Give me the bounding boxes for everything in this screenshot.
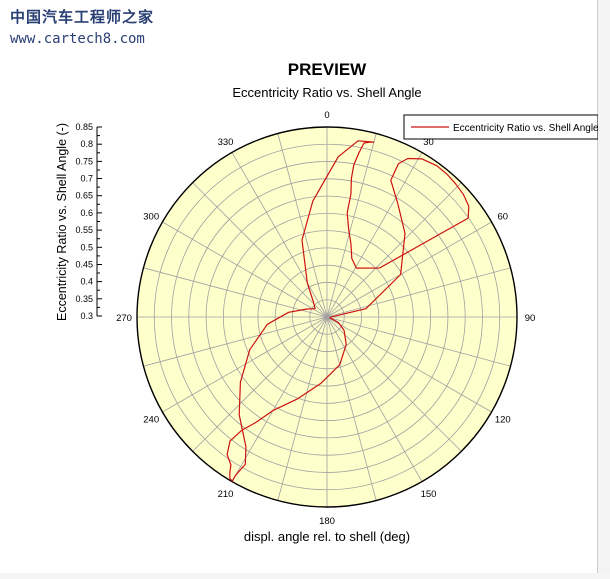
plot-outer-ring bbox=[136, 126, 518, 508]
watermark-url: www.cartech8.com bbox=[10, 31, 145, 47]
series-line bbox=[226, 140, 470, 482]
window-right-edge bbox=[597, 0, 610, 579]
polar-chart: PREVIEW Eccentricity Ratio vs. Shell Ang… bbox=[55, 60, 598, 544]
grid-spoke bbox=[192, 316, 328, 452]
preview-label: PREVIEW bbox=[288, 60, 367, 79]
polar-grid: 0 30 60 90 120 150 180 210 240 270 300 330 bbox=[116, 110, 535, 527]
grid-spoke bbox=[326, 316, 511, 367]
grid-spoke bbox=[231, 316, 328, 482]
grid-spoke bbox=[326, 316, 423, 482]
angular-tick-label: 150 bbox=[421, 489, 437, 500]
radial-tick-label: 0.85 bbox=[75, 122, 93, 132]
chart-title: Eccentricity Ratio vs. Shell Angle bbox=[232, 85, 421, 100]
angular-tick-label: 330 bbox=[218, 137, 234, 148]
grid-spoke bbox=[231, 152, 328, 318]
angular-tick-label: 300 bbox=[143, 212, 159, 223]
watermark-title: 中国汽车工程师之家 bbox=[10, 8, 155, 26]
grid-spoke bbox=[326, 133, 377, 318]
legend-entry: Eccentricity Ratio vs. Shell Angle bbox=[453, 123, 598, 134]
legend: Eccentricity Ratio vs. Shell Angle bbox=[403, 114, 598, 140]
angular-tick-label: 30 bbox=[423, 137, 434, 148]
grid-spoke bbox=[326, 182, 462, 318]
angular-tick-label: 270 bbox=[116, 313, 132, 324]
angular-tick-label: 0 bbox=[324, 110, 329, 121]
window-bottom-edge bbox=[0, 573, 610, 579]
grid-spoke bbox=[326, 221, 492, 318]
angular-tick-label: 120 bbox=[495, 415, 511, 426]
series-layer bbox=[226, 140, 470, 482]
angular-tick-label: 90 bbox=[525, 313, 536, 324]
radial-tick-label: 0.4 bbox=[80, 277, 93, 287]
radial-axis-label: Eccentricity Ratio vs. Shell Angle (-) bbox=[55, 123, 69, 321]
grid-spoke bbox=[143, 316, 328, 367]
radial-tick-label: 0.6 bbox=[80, 208, 93, 218]
angular-tick-label: 60 bbox=[498, 212, 509, 223]
angular-tick-label: 240 bbox=[143, 415, 159, 426]
grid-spoke bbox=[143, 267, 328, 318]
radial-axis: 0.3 0.35 0.4 0.45 0.5 0.55 0.6 0.65 0.7 0.75 0.8 0.… bbox=[75, 122, 102, 321]
grid-spoke bbox=[326, 316, 462, 452]
radial-tick-label: 0.7 bbox=[80, 174, 93, 184]
grid-spoke bbox=[326, 316, 377, 501]
radial-tick-label: 0.55 bbox=[75, 225, 93, 235]
grid-spoke bbox=[162, 316, 328, 413]
grid-spoke bbox=[326, 152, 423, 318]
grid-spoke bbox=[277, 316, 328, 501]
radial-tick-label: 0.75 bbox=[75, 156, 93, 166]
angular-tick-label: 180 bbox=[319, 516, 335, 527]
grid-spoke bbox=[326, 316, 492, 413]
radial-tick-label: 0.3 bbox=[80, 311, 93, 321]
grid-spoke bbox=[277, 133, 328, 318]
angular-axis-label: displ. angle rel. to shell (deg) bbox=[244, 529, 410, 544]
radial-tick-label: 0.8 bbox=[80, 139, 93, 149]
radial-tick-label: 0.45 bbox=[75, 260, 93, 270]
radial-tick-label: 0.35 bbox=[75, 294, 93, 304]
radial-tick-label: 0.5 bbox=[80, 242, 93, 252]
radial-tick-label: 0.65 bbox=[75, 191, 93, 201]
grid-spoke bbox=[162, 221, 328, 318]
angular-tick-label: 210 bbox=[218, 489, 234, 500]
grid-spoke bbox=[192, 182, 328, 318]
grid-spoke bbox=[326, 267, 511, 318]
